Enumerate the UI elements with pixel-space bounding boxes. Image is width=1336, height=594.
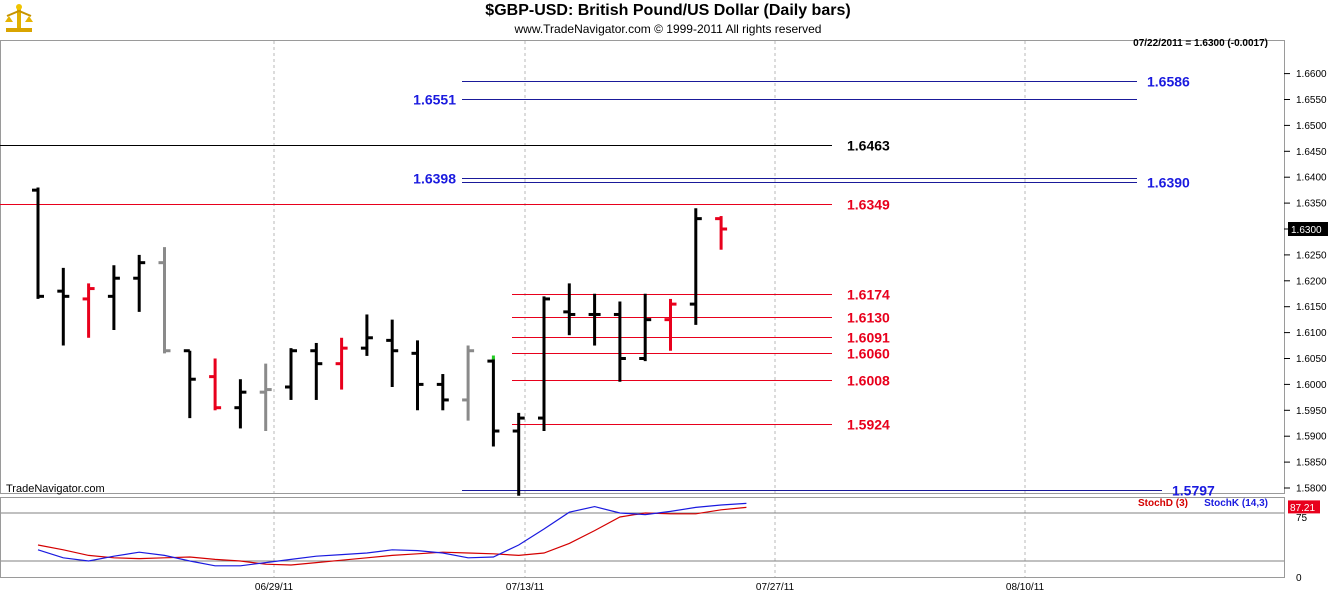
stoch-series-line [37, 502, 747, 567]
ohlc-bar [664, 298, 677, 351]
grid-lines [273, 41, 1026, 577]
signal-marker [491, 355, 495, 360]
y-tick-label: 1.6150 [1296, 302, 1327, 313]
stoch-y-tick: 75 [1296, 513, 1308, 524]
level-label: 1.6130 [847, 310, 890, 326]
ohlc-bar [107, 265, 120, 331]
ohlc-bar [82, 283, 95, 338]
level-label: 1.5924 [847, 417, 890, 433]
watermark-text: TradeNavigator.com [6, 483, 105, 495]
level-label: 1.5797 [1172, 483, 1215, 499]
y-tick-label: 1.6450 [1296, 147, 1327, 158]
y-tick-label: 1.6600 [1296, 69, 1327, 80]
ohlc-bar [462, 345, 475, 421]
level-label: 1.6586 [1147, 74, 1190, 90]
ohlc-bar [209, 358, 222, 411]
ohlc-bar [32, 187, 44, 299]
ohlc-bar [411, 340, 424, 411]
ohlc-bar [538, 296, 550, 432]
y-tick-label: 1.6050 [1296, 354, 1327, 365]
stoch-last-box [1288, 500, 1320, 514]
level-label: 1.6390 [1147, 175, 1190, 191]
ohlc-bars [32, 187, 728, 496]
ohlc-bar [563, 283, 576, 336]
copyright-text: www.TradeNavigator.com © 1999-2011 All r… [514, 22, 822, 36]
chart-frame [0, 40, 1285, 578]
date-axis: 06/29/11 07/13/11 07/27/11 08/10/11 [255, 582, 1045, 593]
y-tick-label: 1.5950 [1296, 406, 1327, 417]
ohlc-bar [183, 349, 196, 419]
y-tick-label: 1.5850 [1296, 458, 1327, 469]
y-tick-label: 1.6200 [1296, 276, 1327, 287]
ohlc-bar [234, 379, 247, 429]
last-value-readout: 07/22/2011 = 1.6300 (-0.0017) [1133, 38, 1268, 49]
legend-stochk: StochK (14,3) [1204, 498, 1268, 509]
stoch-y-tick: 0 [1296, 573, 1302, 584]
level-label: 1.6551 [413, 92, 456, 108]
last-price-label: 1.6300 [1291, 225, 1322, 236]
y-tick-label: 1.6100 [1296, 328, 1327, 339]
ohlc-bar [310, 342, 323, 400]
price-axis: 1.5800 1.5850 1.5900 1.5950 1.6000 1.6050 1.61… [1284, 69, 1328, 495]
level-lines: 1.6586 1.6551 1.6463 1.6398 1.6390 1.6349 1.61… [0, 74, 1215, 499]
y-tick-label: 1.6400 [1296, 173, 1327, 184]
ohlc-bar [512, 412, 525, 496]
x-tick-label: 08/10/11 [1006, 582, 1045, 593]
ohlc-bar [57, 267, 70, 346]
level-label: 1.6091 [847, 330, 890, 346]
stoch-legend: StochD (3) StochK (14,3) [1138, 498, 1268, 509]
ohlc-bar [588, 293, 601, 346]
y-tick-label: 1.6250 [1296, 250, 1327, 261]
level-label: 1.6349 [847, 197, 890, 213]
y-tick-label: 1.6500 [1296, 121, 1327, 132]
y-tick-label: 1.5800 [1296, 484, 1327, 495]
y-tick-label: 1.6550 [1296, 95, 1327, 106]
level-label: 1.6060 [847, 346, 890, 362]
trade-navigator-logo-icon [5, 4, 33, 32]
level-label: 1.6008 [847, 373, 890, 389]
x-tick-label: 07/27/11 [756, 582, 795, 593]
y-tick-label: 1.6350 [1296, 199, 1327, 210]
ohlc-bar [360, 314, 373, 356]
ohlc-bar [259, 363, 272, 432]
level-label: 1.6463 [847, 138, 890, 154]
ohlc-bar [335, 337, 348, 390]
x-tick-label: 06/29/11 [255, 582, 294, 593]
ohlc-bar [285, 348, 297, 400]
level-label: 1.6398 [413, 171, 456, 187]
ohlc-bar [436, 374, 449, 411]
x-tick-label: 07/13/11 [506, 582, 545, 593]
y-tick-label: 1.5900 [1296, 432, 1327, 443]
last-price-box [1288, 222, 1328, 236]
ohlc-bar [639, 293, 652, 362]
ohlc-bar [613, 301, 626, 382]
ohlc-bar [133, 254, 146, 312]
price-panel-border [0, 40, 1285, 494]
chart-header: $GBP-USD: British Pound/US Dollar (Daily… [0, 0, 1336, 40]
y-tick-label: 1.6000 [1296, 380, 1327, 391]
ohlc-bar [158, 247, 171, 354]
stoch-last-label: 87.21 [1290, 503, 1315, 514]
ohlc-bar [689, 208, 702, 325]
ohlc-bar [487, 358, 500, 447]
ohlc-bar [715, 216, 728, 250]
stoch-panel-border [0, 497, 1285, 578]
ohlc-bar [386, 319, 399, 387]
legend-stochd: StochD (3) [1138, 498, 1188, 509]
stoch-series-line [37, 506, 747, 566]
chart-title: $GBP-USD: British Pound/US Dollar (Daily… [485, 2, 851, 19]
level-label: 1.6174 [847, 287, 890, 303]
